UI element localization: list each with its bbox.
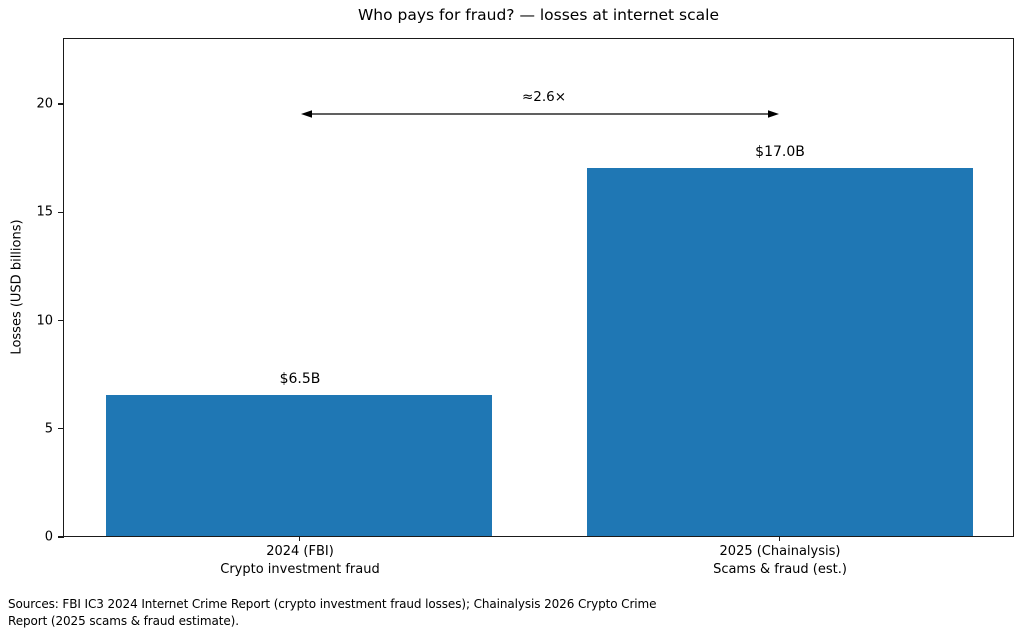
source-note-line1: Sources: FBI IC3 2024 Internet Crime Rep… bbox=[8, 597, 657, 611]
y-tick-label: 10 bbox=[36, 313, 53, 328]
x-tick-label: 2024 (FBI) Crypto investment fraud bbox=[220, 543, 379, 578]
y-tick-label: 20 bbox=[36, 96, 53, 112]
source-note-line2: Report (2025 scams & fraud estimate). bbox=[8, 614, 239, 629]
x-tick-label-line1: 2024 (FBI) bbox=[266, 544, 334, 559]
x-tick-label-line2: Crypto investment fraud bbox=[220, 561, 380, 577]
bar-value-label: $6.5B bbox=[279, 371, 321, 387]
plot-area: 0 5 10 15 20 $6.5B $17.0B ≈2.6× bbox=[36, 38, 1014, 577]
x-tick-mark bbox=[299, 536, 301, 541]
y-axis-label: Losses (USD billions) bbox=[9, 219, 25, 355]
y-tick-mark bbox=[58, 319, 64, 322]
bar-value-label: $17.0B bbox=[755, 144, 805, 160]
y-tick-mark bbox=[58, 211, 64, 213]
x-tick-label-line2: Scams & fraud (est.) bbox=[713, 561, 847, 577]
y-tick-mark bbox=[58, 536, 64, 538]
x-tick-label: 2025 (Chainalysis) Scams & fraud (est.) bbox=[713, 543, 847, 578]
y-tick-label: 15 bbox=[36, 204, 53, 220]
bar bbox=[587, 168, 973, 536]
ratio-annotation: ≈2.6× bbox=[521, 89, 567, 105]
ratio-arrow bbox=[301, 110, 779, 118]
bar bbox=[106, 395, 492, 536]
x-tick-label-line1: 2025 (Chainalysis) bbox=[719, 544, 841, 559]
y-tick-label: 5 bbox=[44, 421, 53, 437]
y-tick-mark bbox=[58, 103, 64, 105]
chart-title: Who pays for fraud? — losses at internet… bbox=[357, 6, 719, 24]
source-note: Sources: FBI IC3 2024 Internet Crime Rep… bbox=[8, 596, 656, 631]
y-tick-label: 0 bbox=[44, 529, 53, 545]
y-tick-mark bbox=[58, 428, 64, 430]
x-tick-mark bbox=[779, 536, 781, 541]
